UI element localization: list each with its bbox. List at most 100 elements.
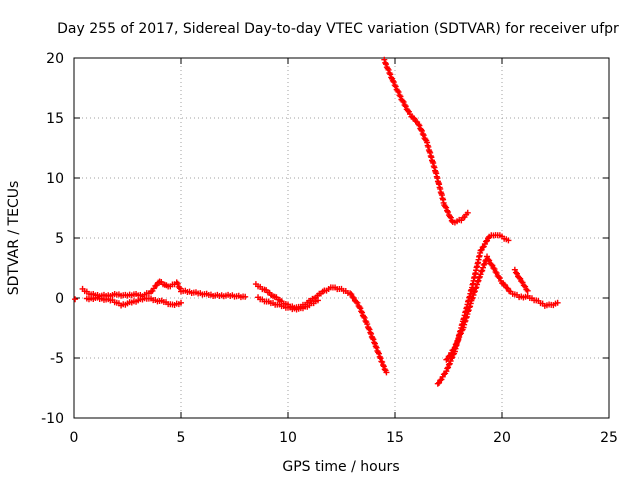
data-point (391, 82, 398, 89)
data-point (415, 121, 422, 128)
data-point (449, 347, 456, 354)
data-point (486, 257, 493, 264)
data-point (520, 282, 527, 289)
data-point (469, 295, 476, 302)
y-tick-label: 20 (46, 51, 64, 67)
series-trace-b-lower (255, 294, 321, 313)
y-tick-label: 10 (46, 171, 64, 187)
data-point (422, 136, 429, 143)
data-point (451, 344, 458, 351)
data-point (381, 56, 388, 63)
chart-title: Day 255 of 2017, Sidereal Day-to-day VTE… (57, 21, 619, 37)
data-point (470, 292, 477, 298)
data-series (72, 56, 561, 387)
x-tick-label: 5 (177, 430, 186, 446)
data-point (554, 299, 561, 306)
data-point (495, 274, 502, 280)
data-point (492, 268, 499, 275)
data-point (443, 368, 450, 375)
data-point (445, 361, 452, 368)
data-point (362, 317, 369, 324)
data-point (390, 79, 397, 86)
data-point (389, 77, 396, 84)
data-point (484, 253, 491, 260)
data-point (387, 71, 394, 78)
data-point (401, 102, 408, 108)
data-point (365, 325, 372, 332)
data-point (383, 369, 390, 376)
data-point (72, 296, 79, 303)
x-tick-label: 15 (386, 430, 404, 446)
data-point (396, 92, 403, 99)
series-upper-trace-a (79, 278, 249, 301)
data-point (440, 371, 447, 378)
data-point (474, 281, 481, 288)
data-point (491, 266, 498, 273)
data-point (482, 238, 489, 245)
data-point (379, 359, 386, 366)
data-point (496, 275, 503, 282)
grid-lines (74, 58, 609, 418)
data-point (505, 237, 512, 244)
x-tick-label: 0 (70, 430, 79, 446)
data-point (359, 309, 366, 316)
data-point (420, 132, 427, 139)
data-point (349, 293, 356, 300)
data-point (437, 377, 444, 384)
data-point (416, 122, 423, 129)
data-point (366, 326, 373, 333)
data-point (481, 260, 488, 267)
y-tick-label: -5 (50, 351, 64, 367)
data-point (360, 313, 367, 320)
data-point (242, 293, 249, 300)
x-tick-label: 10 (279, 430, 297, 446)
data-point (364, 321, 371, 328)
series-trace-f (511, 266, 531, 294)
data-point (418, 126, 425, 133)
data-point (418, 127, 425, 134)
data-point (347, 290, 354, 297)
data-point (490, 265, 497, 271)
data-point (380, 362, 387, 369)
series-trace-c (381, 56, 471, 226)
data-point (477, 271, 484, 278)
series-lower-trace-a (83, 294, 184, 309)
data-point (370, 336, 377, 343)
series-trace-d (434, 232, 512, 387)
data-point (353, 298, 360, 305)
data-point (512, 269, 519, 276)
data-point (518, 278, 525, 285)
data-point (519, 279, 526, 286)
data-point (354, 299, 361, 306)
series-trace-e (443, 253, 561, 363)
data-point (357, 305, 364, 312)
data-point (493, 270, 500, 277)
data-point (377, 355, 384, 362)
data-point (456, 334, 463, 340)
data-point (445, 353, 452, 360)
data-point (358, 308, 365, 315)
data-point (368, 330, 375, 337)
data-point (479, 244, 486, 251)
data-point (434, 380, 441, 387)
data-point (383, 61, 390, 68)
data-point (314, 297, 321, 304)
data-point (176, 285, 183, 292)
data-point (445, 364, 452, 371)
data-point (399, 97, 406, 104)
data-point (443, 204, 450, 211)
data-point (375, 350, 382, 357)
data-point (348, 291, 355, 298)
data-point (452, 341, 459, 348)
data-point (454, 337, 461, 344)
data-point (402, 103, 409, 110)
y-tick-label: 5 (55, 231, 64, 247)
data-point (475, 277, 482, 284)
data-point (469, 294, 476, 301)
data-point (444, 365, 451, 372)
data-point (371, 339, 378, 346)
y-tick-label: 0 (55, 291, 64, 307)
data-point (473, 284, 480, 291)
data-point (476, 274, 483, 281)
